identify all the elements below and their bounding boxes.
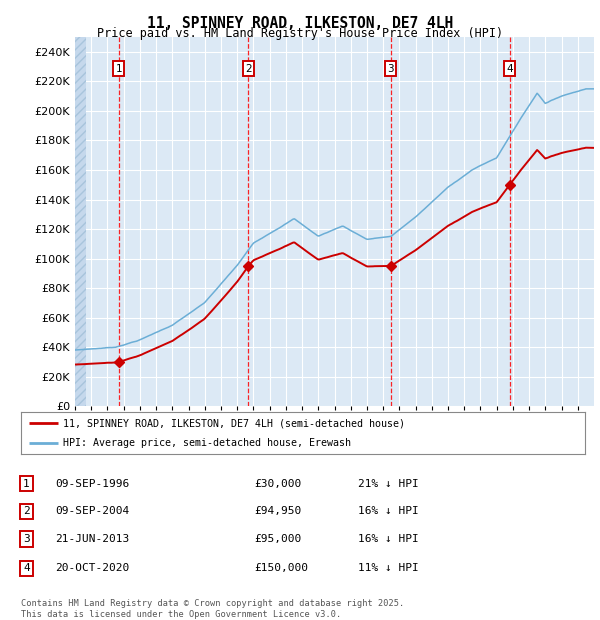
- Text: £95,000: £95,000: [254, 534, 301, 544]
- Text: 16% ↓ HPI: 16% ↓ HPI: [358, 507, 418, 516]
- Text: 20-OCT-2020: 20-OCT-2020: [55, 564, 130, 574]
- Text: 21% ↓ HPI: 21% ↓ HPI: [358, 479, 418, 489]
- Text: 09-SEP-2004: 09-SEP-2004: [55, 507, 130, 516]
- Text: Contains HM Land Registry data © Crown copyright and database right 2025.
This d: Contains HM Land Registry data © Crown c…: [21, 600, 404, 619]
- Text: 2: 2: [23, 507, 30, 516]
- Text: Price paid vs. HM Land Registry's House Price Index (HPI): Price paid vs. HM Land Registry's House …: [97, 27, 503, 40]
- Text: HPI: Average price, semi-detached house, Erewash: HPI: Average price, semi-detached house,…: [64, 438, 352, 448]
- Text: 09-SEP-1996: 09-SEP-1996: [55, 479, 130, 489]
- Text: 21-JUN-2013: 21-JUN-2013: [55, 534, 130, 544]
- Text: 11, SPINNEY ROAD, ILKESTON, DE7 4LH: 11, SPINNEY ROAD, ILKESTON, DE7 4LH: [147, 16, 453, 31]
- Text: 4: 4: [23, 564, 30, 574]
- Bar: [75, 37, 86, 406]
- Text: £30,000: £30,000: [254, 479, 301, 489]
- Text: 2: 2: [245, 64, 251, 74]
- Text: 3: 3: [23, 534, 30, 544]
- Text: £150,000: £150,000: [254, 564, 308, 574]
- Text: 16% ↓ HPI: 16% ↓ HPI: [358, 534, 418, 544]
- Text: 11% ↓ HPI: 11% ↓ HPI: [358, 564, 418, 574]
- Text: £94,950: £94,950: [254, 507, 301, 516]
- Text: 3: 3: [388, 64, 394, 74]
- Text: 11, SPINNEY ROAD, ILKESTON, DE7 4LH (semi-detached house): 11, SPINNEY ROAD, ILKESTON, DE7 4LH (sem…: [64, 418, 406, 428]
- Text: 4: 4: [506, 64, 513, 74]
- Text: 1: 1: [23, 479, 30, 489]
- Text: 1: 1: [115, 64, 122, 74]
